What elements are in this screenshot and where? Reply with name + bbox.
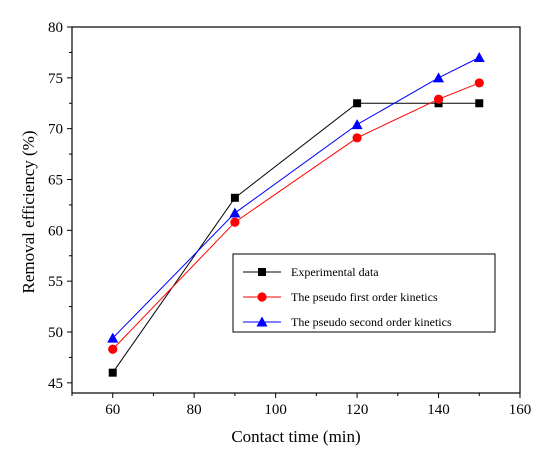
- legend: Experimental data The pseudo first order …: [232, 253, 496, 333]
- legend-marker: [256, 316, 268, 327]
- y-tick-label: 75: [48, 71, 63, 87]
- data-point: [230, 193, 239, 202]
- data-point: [229, 207, 241, 218]
- legend-item-1: Experimental data: [243, 265, 379, 279]
- y-tick-label: 65: [48, 173, 63, 189]
- x-tick-label: 120: [346, 402, 369, 418]
- series-2: [108, 78, 484, 354]
- x-axis: 60 80 100 120 140 160: [71, 393, 532, 418]
- series-layer: [107, 52, 485, 377]
- series-3: [107, 52, 485, 343]
- y-tick-label: 60: [48, 223, 63, 239]
- x-tick-label: 100: [264, 402, 287, 418]
- legend-label: The pseudo first order kinetics: [291, 290, 438, 304]
- x-tick-label: 140: [427, 402, 450, 418]
- legend-marker: [257, 292, 267, 302]
- data-point: [351, 119, 363, 130]
- data-point: [108, 344, 118, 354]
- legend-item-2: The pseudo first order kinetics: [243, 290, 438, 304]
- y-axis-title: Removal efficiency (%): [19, 130, 38, 293]
- legend-box: [232, 253, 496, 333]
- data-point: [433, 72, 445, 83]
- data-point: [433, 94, 444, 104]
- data-point: [230, 217, 240, 227]
- data-point: [353, 99, 362, 108]
- y-tick-label: 50: [48, 325, 63, 341]
- x-tick-label: 60: [105, 402, 120, 418]
- data-point: [475, 99, 484, 108]
- legend-label: The pseudo second order kinetics: [291, 315, 452, 329]
- x-axis-title: Contact time (min): [231, 427, 360, 446]
- y-axis: 45 50 55 60 65 70 75 80: [48, 20, 72, 392]
- y-tick-label: 55: [48, 274, 63, 290]
- data-point: [108, 368, 117, 377]
- legend-marker: [258, 268, 266, 276]
- legend-item-3: The pseudo second order kinetics: [243, 315, 452, 329]
- data-point: [107, 332, 119, 343]
- y-tick-label: 80: [48, 20, 63, 36]
- data-point: [352, 133, 362, 143]
- x-tick-label: 80: [187, 402, 202, 418]
- legend-label: Experimental data: [291, 265, 379, 279]
- data-point: [474, 78, 484, 88]
- y-tick-label: 45: [48, 376, 63, 392]
- series-1: [108, 99, 484, 377]
- y-tick-label: 70: [48, 122, 63, 138]
- plot-frame: [71, 26, 521, 394]
- data-point: [473, 52, 485, 62]
- x-tick-label: 160: [509, 402, 532, 418]
